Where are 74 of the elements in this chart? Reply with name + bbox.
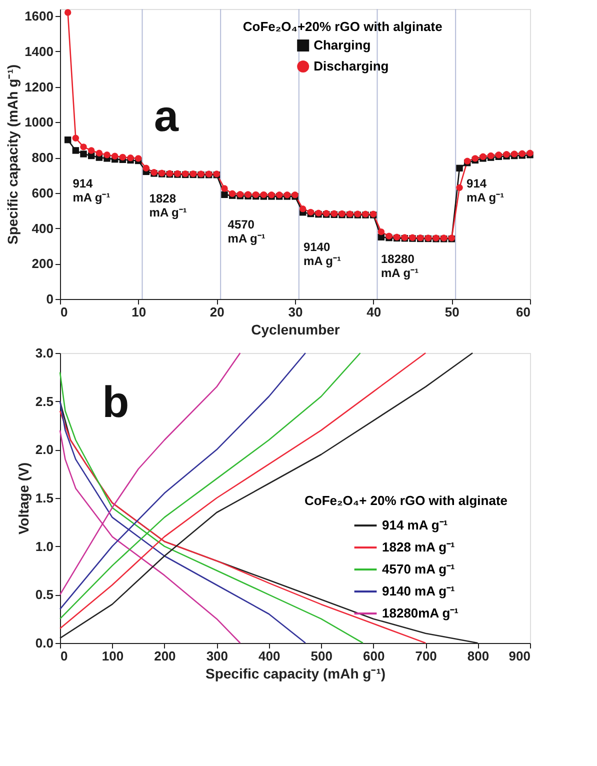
legend-label: 9140 mA g⁻¹ <box>382 584 455 598</box>
y-tick-label: 0.5 <box>35 587 54 602</box>
point <box>72 134 80 142</box>
point <box>299 205 306 212</box>
point <box>134 155 142 162</box>
point <box>111 152 118 160</box>
y-tick-label: 1000 <box>24 114 54 130</box>
point <box>96 150 103 156</box>
x-tick-label: 0 <box>60 648 68 664</box>
point <box>142 164 150 172</box>
x-tick-label: 20 <box>210 304 224 320</box>
x-tick-label: 900 <box>508 648 530 664</box>
annotation: a <box>154 92 179 141</box>
point <box>221 191 228 198</box>
point <box>88 147 95 154</box>
y-tick-label: 0.0 <box>35 636 54 650</box>
x-tick-label: 100 <box>102 648 124 664</box>
y-tick-label: 1400 <box>24 44 54 59</box>
x-tick-label: 800 <box>467 648 490 664</box>
legend-title: CoFe₂O₄+ 20% rGO with alginate <box>304 493 508 508</box>
x-axis-title: Specific capacity (mAh g⁻¹) <box>205 666 386 682</box>
y-tick-label: 3.0 <box>35 346 54 360</box>
point <box>119 154 126 161</box>
x-tick-label: 10 <box>132 304 146 320</box>
point <box>378 228 385 236</box>
legend-label: Discharging <box>314 58 389 74</box>
point <box>72 147 80 154</box>
x-tick-label: 30 <box>288 304 303 320</box>
point <box>80 150 87 158</box>
x-axis-title: Cyclenumber <box>251 322 340 338</box>
point <box>456 164 463 172</box>
y-tick-label: 200 <box>32 256 54 272</box>
y-tick-label: 2.5 <box>35 394 54 409</box>
point <box>127 154 134 162</box>
legend-label: 4570 mA g⁻¹ <box>382 562 455 576</box>
y-tick-label: 0 <box>46 292 54 306</box>
annotation: 18280 mA g⁻¹ <box>381 252 419 280</box>
annotation: 914 mA g⁻¹ <box>466 176 504 204</box>
legend-label: Charging <box>314 38 371 52</box>
x-tick-label: 60 <box>516 304 530 320</box>
y-tick-label: 400 <box>32 220 54 236</box>
y-tick-label: 800 <box>32 150 54 166</box>
y-tick-label: 1600 <box>24 8 54 24</box>
legend-label: 914 mA g⁻¹ <box>382 518 448 532</box>
point <box>64 9 72 16</box>
x-tick-label: 40 <box>366 304 382 320</box>
y-axis-title: Specific capacity (mAh g⁻¹) <box>4 64 21 245</box>
x-tick-label: 400 <box>258 648 280 664</box>
x-tick-label: 50 <box>444 304 460 320</box>
x-tick-label: 300 <box>206 648 228 664</box>
y-axis-title: Voltage (V) <box>15 462 32 535</box>
y-tick-label: 1.5 <box>35 490 54 506</box>
point <box>221 185 228 192</box>
x-tick-label: 700 <box>415 648 437 664</box>
legend-title: CoFe₂O₄+20% rGO with alginate <box>242 19 442 34</box>
y-tick-label: 600 <box>32 185 54 200</box>
annotation: b <box>102 378 130 427</box>
annotation: 914 mA g⁻¹ <box>72 176 110 205</box>
point <box>456 184 463 191</box>
y-tick-label: 1.0 <box>35 538 54 554</box>
x-tick-label: 500 <box>310 648 332 664</box>
legend-label: 18280mA g⁻¹ <box>382 606 458 620</box>
point <box>80 144 87 150</box>
annotation: 9140 mA g⁻¹ <box>303 240 342 268</box>
point <box>64 136 72 144</box>
point <box>104 152 110 158</box>
y-tick-label: 1200 <box>24 79 54 94</box>
y-tick-label: 2.0 <box>35 442 54 458</box>
legend-label: 1828 mA g⁻¹ <box>382 540 455 554</box>
annotation: 4570 mA g⁻¹ <box>228 217 266 246</box>
annotation: 1828 mA g⁻¹ <box>149 192 187 220</box>
x-tick-label: 0 <box>60 304 68 320</box>
x-tick-label: 200 <box>154 648 176 664</box>
x-tick-label: 600 <box>362 648 385 664</box>
